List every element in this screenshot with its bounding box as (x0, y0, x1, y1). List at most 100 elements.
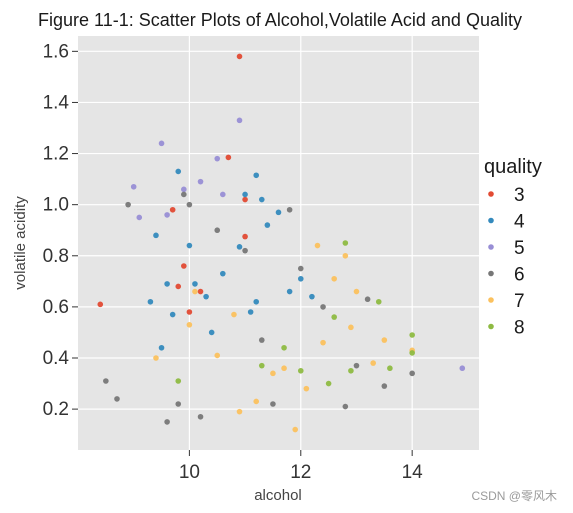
data-point-quality-4 (264, 222, 271, 228)
data-points (97, 53, 466, 433)
data-point-quality-6 (114, 396, 120, 402)
watermark: CSDN @零风木 (471, 489, 557, 503)
data-point-quality-6 (164, 419, 170, 425)
data-point-quality-8 (258, 362, 265, 369)
data-point-quality-8 (409, 350, 415, 356)
data-point-quality-4 (258, 196, 265, 203)
data-point-quality-6 (409, 370, 415, 377)
data-point-quality-4 (169, 311, 176, 318)
y-tick-label: 1.4 (43, 92, 70, 113)
y-tick-label: 1.0 (43, 195, 69, 216)
legend-marker-8 (488, 323, 494, 330)
legend: quality 3 4 5 6 7 8 (484, 156, 542, 339)
data-point-quality-6 (175, 401, 182, 407)
legend-label-4: 4 (514, 212, 525, 233)
data-point-quality-7 (348, 324, 354, 331)
data-point-quality-6 (342, 403, 349, 410)
data-point-quality-4 (309, 293, 315, 300)
data-point-quality-3 (175, 283, 182, 290)
data-point-quality-7 (281, 365, 287, 372)
data-point-quality-5 (164, 212, 170, 218)
data-point-quality-6 (197, 413, 204, 420)
y-tick-label: 1.6 (43, 41, 69, 62)
data-point-quality-6 (242, 247, 248, 254)
data-point-quality-3 (242, 233, 248, 240)
data-point-quality-3 (242, 196, 248, 203)
data-point-quality-4 (164, 281, 170, 287)
chart-title: Figure 11-1: Scatter Plots of Alcohol,Vo… (38, 10, 522, 30)
data-point-quality-6 (214, 227, 221, 234)
data-point-quality-5 (214, 155, 221, 162)
data-point-quality-6 (381, 383, 388, 389)
data-point-quality-3 (169, 206, 176, 213)
data-point-quality-4 (297, 275, 304, 282)
data-point-quality-6 (181, 191, 187, 198)
x-tick-label: 10 (179, 462, 200, 483)
x-axis-ticks: 10 12 14 (179, 450, 423, 483)
y-tick-label: 0.4 (43, 348, 70, 369)
data-point-quality-8 (409, 332, 415, 338)
data-point-quality-6 (125, 201, 131, 208)
legend-marker-5 (488, 244, 494, 250)
data-point-quality-7 (381, 337, 388, 343)
data-point-quality-3 (225, 154, 232, 161)
data-point-quality-6 (320, 304, 326, 310)
legend-marker-6 (488, 270, 494, 277)
data-point-quality-8 (342, 240, 349, 246)
data-point-quality-3 (186, 309, 193, 315)
legend-label-8: 8 (514, 318, 525, 339)
data-point-quality-8 (297, 367, 304, 374)
data-point-quality-8 (175, 378, 182, 384)
data-point-quality-4 (242, 191, 248, 198)
data-point-quality-4 (203, 293, 209, 300)
y-axis-label: volatile acidity (12, 196, 29, 290)
data-point-quality-7 (153, 355, 159, 361)
data-point-quality-7 (353, 288, 360, 295)
data-point-quality-6 (258, 337, 265, 343)
data-point-quality-7 (186, 321, 193, 328)
data-point-quality-5 (181, 186, 187, 193)
data-point-quality-8 (331, 314, 337, 320)
data-point-quality-5 (220, 191, 226, 198)
legend-marker-7 (488, 297, 494, 303)
plot-area (78, 36, 479, 450)
data-point-quality-4 (147, 298, 154, 305)
y-tick-label: 0.2 (43, 399, 69, 420)
data-point-quality-4 (247, 309, 254, 315)
data-point-quality-4 (220, 270, 226, 277)
data-point-quality-8 (348, 367, 354, 374)
data-point-quality-6 (364, 296, 371, 303)
legend-marker-4 (488, 217, 494, 224)
y-tick-label: 0.6 (43, 297, 69, 318)
data-point-quality-4 (158, 344, 165, 351)
data-point-quality-5 (158, 140, 165, 147)
data-point-quality-7 (192, 288, 198, 295)
data-point-quality-8 (325, 380, 332, 387)
data-point-quality-4 (253, 172, 260, 179)
data-point-quality-7 (320, 339, 326, 346)
legend-marker-3 (488, 191, 494, 197)
data-point-quality-3 (181, 263, 187, 269)
data-point-quality-7 (270, 370, 276, 377)
legend-label-7: 7 (514, 291, 525, 312)
data-point-quality-8 (387, 365, 393, 372)
legend-label-6: 6 (514, 265, 525, 286)
y-tick-label: 1.2 (43, 144, 69, 165)
data-point-quality-4 (286, 288, 293, 295)
legend-title: quality (484, 156, 542, 178)
data-point-quality-7 (370, 360, 376, 366)
data-point-quality-7 (342, 252, 349, 259)
data-point-quality-5 (197, 178, 204, 185)
data-point-quality-4 (275, 209, 282, 216)
data-point-quality-7 (314, 242, 321, 249)
data-point-quality-7 (331, 275, 337, 282)
data-point-quality-6 (103, 378, 109, 384)
grid-lines (78, 36, 479, 450)
legend-label-3: 3 (514, 185, 525, 206)
data-point-quality-8 (375, 298, 382, 305)
data-point-quality-4 (153, 232, 159, 239)
data-point-quality-7 (236, 408, 243, 415)
x-tick-label: 14 (402, 462, 424, 483)
data-point-quality-3 (97, 301, 104, 308)
